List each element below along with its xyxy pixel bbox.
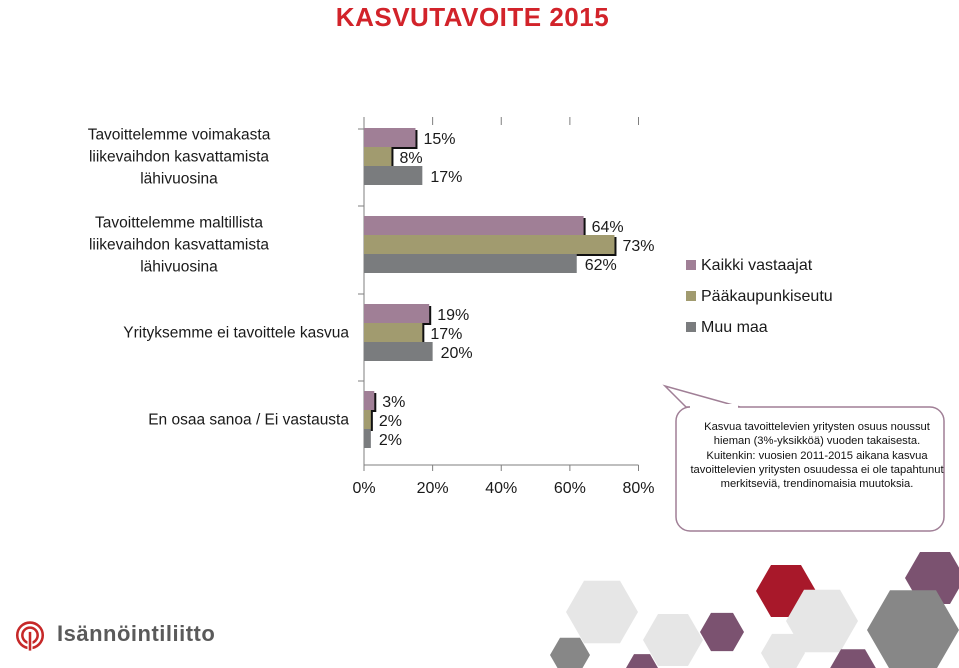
decor-hexagon [626,654,658,668]
x-tick-label: 0% [352,480,375,497]
data-label: 17% [430,169,462,186]
data-label: 19% [437,307,469,324]
bar [364,429,371,448]
x-tick-label: 20% [417,480,449,497]
category-label: lähivuosina [140,171,218,188]
decor-hexagon [761,633,805,668]
data-label: 62% [585,257,617,274]
category-label: liikevaihdon kasvattamista [89,237,269,254]
decor-hexagon [830,649,876,668]
data-label: 8% [399,150,422,167]
isannointiliitto-logo-icon [15,621,45,653]
data-label: 2% [379,413,402,430]
category-label: Tavoittelemme maltillista [95,215,263,232]
legend-label: Kaikki vastaajat [701,257,813,274]
callout-pointer [662,384,741,408]
bar [364,323,423,342]
data-label: 17% [430,326,462,343]
category-label: lähivuosina [140,259,218,276]
legend-label: Pääkaupunkiseutu [701,288,833,305]
category-label: Yrityksemme ei tavoittele kasvua [123,325,349,342]
category-label: liikevaihdon kasvattamista [89,149,269,166]
bar [364,391,375,410]
decor-hexagon [867,590,959,668]
bar [364,147,392,166]
bar [364,342,433,361]
data-label: 3% [382,394,405,411]
decor-hexagon [700,612,744,652]
data-label: 73% [622,238,654,255]
category-label: En osaa sanoa / Ei vastausta [148,412,349,429]
bar [364,410,371,429]
x-tick-label: 60% [554,480,586,497]
data-label: 64% [592,219,624,236]
callout-paragraph-1: Kasvua tavoittelevien yritysten osuus no… [704,421,930,448]
decor-hexagon [643,614,703,666]
callout-pointer-join [690,404,738,410]
data-label: 2% [379,432,402,449]
page-title: KASVUTAVOITE 2015 [335,2,610,32]
bar [364,216,584,235]
legend-label: Muu maa [701,319,768,336]
decor-hexagon [786,589,858,653]
data-label: 15% [423,131,455,148]
data-label: 20% [441,345,473,362]
logo-text: Isännöintiliitto [57,621,216,646]
x-tick-label: 80% [622,480,654,497]
legend-swatch [686,322,696,332]
callout-box [675,406,945,532]
legend-swatch [686,260,696,270]
bar [364,166,423,185]
bar [364,304,430,323]
legend-swatch [686,291,696,301]
decor-hexagon [566,580,638,644]
x-tick-label: 40% [485,480,517,497]
callout-paragraph-2: Kuitenkin: vuosien 2011-2015 aikana kasv… [690,449,944,491]
bar [364,254,577,273]
bar [364,128,416,147]
callout-text: Kasvua tavoittelevien yritysten osuus no… [686,420,948,491]
category-label: Tavoittelemme voimakasta [88,127,271,144]
decor-hexagon [550,637,590,668]
bar [364,235,615,254]
